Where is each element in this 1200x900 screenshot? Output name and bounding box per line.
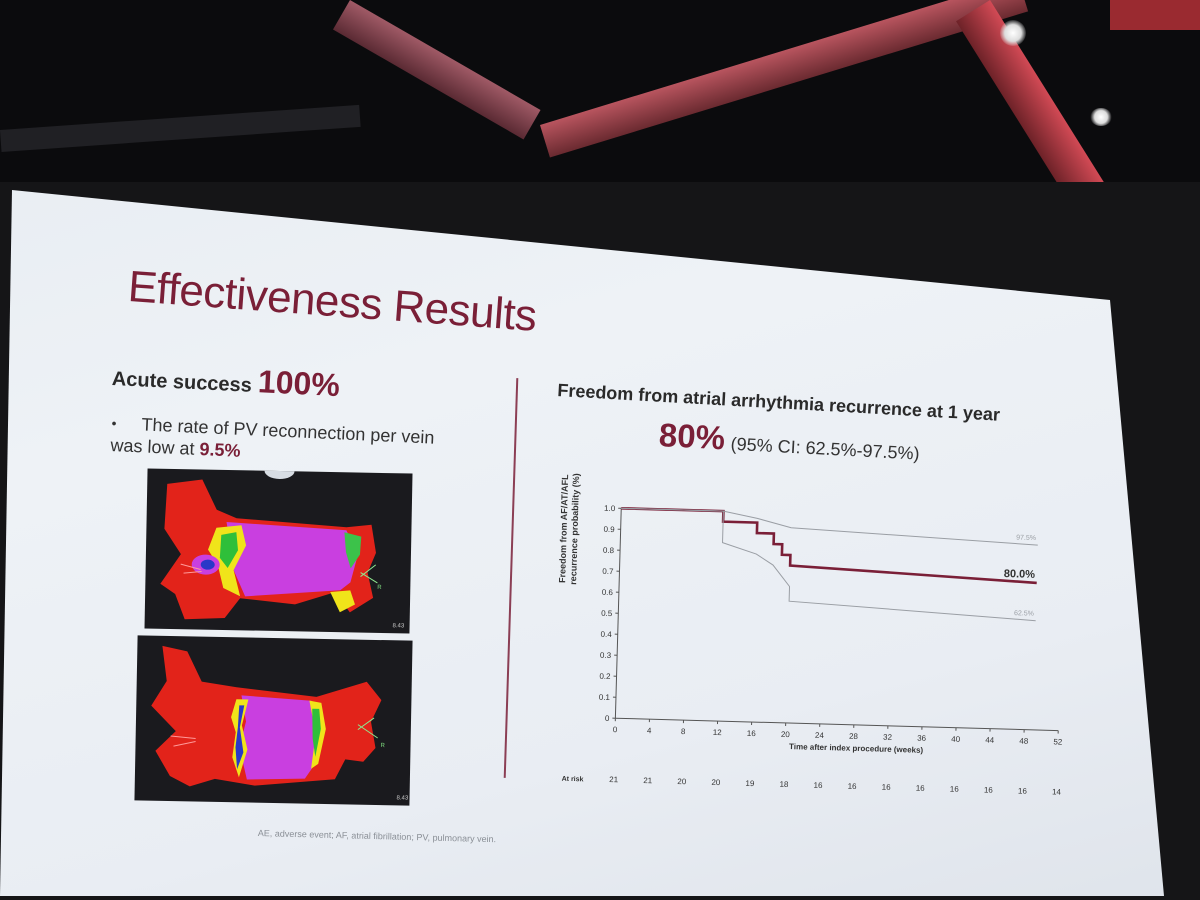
chart-y-tick-label: 0.1 [599, 693, 611, 702]
chart-y-tick-label: 0.3 [600, 651, 612, 660]
chart-x-tick-label: 44 [985, 736, 995, 745]
chart-y-tick-label: 0.8 [603, 546, 615, 555]
at-risk-count: 16 [984, 786, 994, 795]
chart-x-tick-label: 40 [951, 735, 961, 744]
at-risk-count: 21 [643, 776, 653, 785]
chart-y-tick-label: 0.2 [599, 672, 611, 681]
chart-x-tick-label: 52 [1053, 737, 1063, 746]
chart-x-tick-label: 48 [1019, 736, 1029, 745]
map-orientation-label: R [377, 584, 382, 591]
at-risk-count: 16 [1018, 786, 1028, 795]
chart-y-tick-label: 0.7 [602, 567, 614, 576]
chart-x-tick-label: 0 [613, 725, 618, 734]
km-label-upper_ci: 97.5% [1016, 535, 1036, 543]
ablation-map-before: R 8.43 [144, 468, 413, 634]
footnote: AE, adverse event; AF, atrial fibrillati… [257, 828, 497, 845]
chart-y-axis [614, 508, 622, 719]
chart-y-tick-label: 0 [605, 714, 610, 723]
chart-x-tick-label: 32 [883, 733, 893, 742]
km-line-lower_ci [621, 507, 1036, 622]
chart-x-tick-label: 4 [647, 726, 652, 735]
km-label-estimate: 80.0% [1004, 568, 1036, 581]
freedom-title: Freedom from atrial arrhythmia recurrenc… [556, 380, 1001, 425]
at-risk-count: 20 [677, 777, 687, 786]
km-chart: Freedom from AF/AT/AFL recurrence probab… [531, 473, 1100, 826]
chart-x-axis-title: Time after index procedure (weeks) [789, 742, 924, 755]
at-risk-label: At risk [562, 776, 584, 784]
km-chart-svg: 0 0.1 0.2 0.3 0.4 0.5 0.6 0.7 0.8 0.9 1.0 0 21 4 21 8 20… [562, 504, 1063, 797]
chart-y-tick-label: 0.4 [600, 630, 612, 639]
reconnection-bullet: • The rate of PV reconnection per vein w… [110, 413, 512, 475]
ceiling-light [1090, 108, 1112, 126]
at-risk-count: 16 [813, 781, 823, 790]
acute-success-label: Acute success [111, 367, 253, 397]
slide-title: Effectiveness Results [126, 262, 539, 341]
at-risk-count: 18 [779, 780, 789, 789]
at-risk-count: 14 [1052, 787, 1062, 796]
bullet-dot-icon: • [111, 414, 117, 432]
chart-x-tick-label: 12 [713, 728, 723, 737]
freedom-value: 80% [658, 416, 726, 457]
at-risk-count: 16 [882, 783, 892, 792]
ceiling-beam [333, 0, 541, 140]
chart-x-tick-label: 28 [849, 732, 859, 741]
ceiling-beam [540, 0, 1029, 158]
map-orientation-label: R [380, 743, 385, 750]
chart-x-tick-label: 36 [917, 734, 927, 743]
map-corner-text: 8.43 [396, 795, 409, 802]
reconnection-rate-value: 9.5% [199, 438, 241, 461]
ceiling-beam [1110, 0, 1200, 30]
chart-y-tick-label: 0.6 [602, 588, 614, 597]
bullet-line-2-prefix: was low at [110, 434, 195, 459]
chart-x-axis [615, 717, 1059, 732]
freedom-ci: (95% CI: 62.5%-97.5%) [730, 433, 921, 464]
at-risk-count: 16 [950, 785, 960, 794]
freedom-result: 80% (95% CI: 62.5%-97.5%) [658, 416, 921, 468]
chart-y-tick-label: 0.9 [603, 525, 615, 534]
chart-y-tick-label: 1.0 [604, 504, 616, 513]
at-risk-count: 16 [916, 784, 926, 793]
at-risk-count: 21 [609, 775, 619, 784]
chart-x-tick-label: 16 [747, 729, 757, 738]
acute-success-value: 100% [257, 363, 341, 404]
at-risk-count: 19 [745, 779, 755, 788]
km-line-upper_ci [621, 507, 1038, 546]
km-line-estimate [621, 506, 1037, 585]
map-corner-text: 8.43 [392, 623, 405, 630]
at-risk-count: 20 [711, 778, 721, 787]
at-risk-count: 16 [848, 782, 858, 791]
chart-x-tick-label: 20 [781, 730, 791, 739]
chart-x-tick-label: 8 [681, 727, 686, 736]
acute-success: Acute success 100% [111, 356, 340, 404]
ceiling-light [1000, 20, 1026, 46]
ceiling-beam [0, 104, 361, 152]
km-label-lower_ci: 62.5% [1014, 610, 1034, 618]
chart-y-tick-label: 0.5 [601, 609, 613, 618]
chart-x-tick-label: 24 [815, 731, 825, 740]
ablation-map-after: R 8.43 [134, 635, 413, 806]
